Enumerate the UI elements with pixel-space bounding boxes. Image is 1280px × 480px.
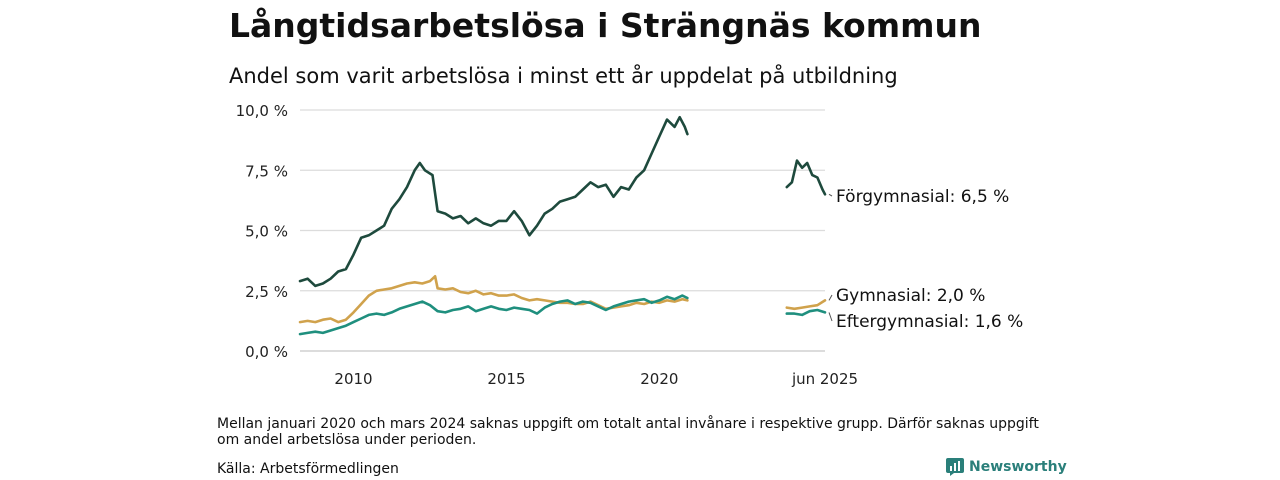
series-label-förgymnasial: Förgymnasial: 6,5 %	[836, 187, 1009, 207]
label-leader-förgymnasial	[828, 193, 833, 197]
series-label-gymnasial: Gymnasial: 2,0 %	[836, 286, 985, 306]
y-tick-label: 10,0 %	[236, 102, 288, 120]
series-line-gymnasial-early	[298, 275, 689, 324]
series-line-förgymnasial-early	[298, 115, 689, 288]
x-tick-label: 2015	[487, 370, 525, 388]
y-tick-label: 0,0 %	[245, 343, 288, 361]
series-label-eftergymnasial: Eftergymnasial: 1,6 %	[836, 312, 1023, 332]
y-tick-label: 7,5 %	[245, 162, 288, 180]
x-tick-label: jun 2025	[791, 370, 858, 388]
y-tick-label: 2,5 %	[245, 283, 288, 301]
x-tick-label: 2020	[640, 370, 678, 388]
footnote: Mellan januari 2020 och mars 2024 saknas…	[217, 416, 1039, 448]
chart-title: Långtidsarbetslösa i Strängnäs kommun	[229, 6, 982, 45]
series-line-förgymnasial-recent	[785, 159, 827, 196]
source-label: Källa: Arbetsförmedlingen	[217, 461, 399, 477]
x-tick-label: 2010	[334, 370, 372, 388]
brand-logo: Newsworthy	[946, 458, 1067, 476]
brand-chart-icon	[946, 458, 964, 476]
label-leader-eftergymnasial	[828, 312, 833, 322]
label-leader-gymnasial	[828, 294, 833, 301]
series-line-eftergymnasial-early	[298, 294, 689, 336]
line-chart: 0,0 % 2,5 % 5,0 % 7,5 % 10,0 % 2010 2015 2020 ju…	[236, 102, 1024, 388]
series-line-gymnasial-recent	[785, 299, 827, 311]
series-line-eftergymnasial-recent	[785, 308, 827, 317]
brand-name: Newsworthy	[969, 459, 1067, 475]
chart-subtitle: Andel som varit arbetslösa i minst ett å…	[229, 64, 898, 88]
y-tick-label: 5,0 %	[245, 223, 288, 241]
